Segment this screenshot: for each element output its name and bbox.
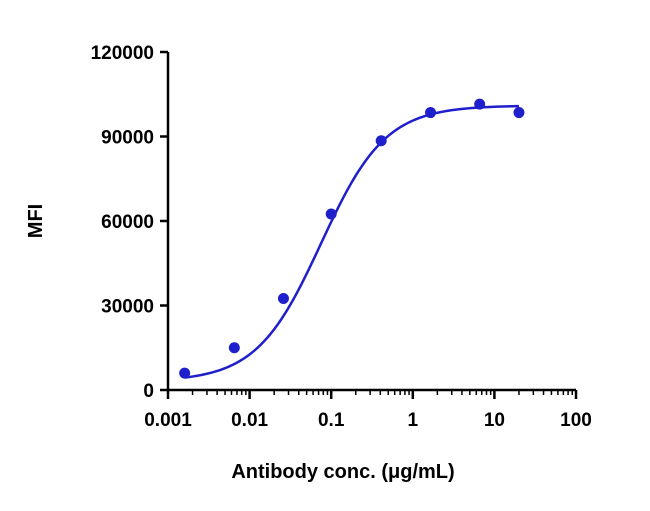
x-tick-label: 0.1 (318, 410, 345, 431)
y-ticks: 0 30000 60000 90000 120000 (91, 43, 168, 402)
data-point (425, 107, 437, 119)
data-points (179, 98, 525, 379)
data-point (375, 135, 387, 147)
data-point (325, 208, 337, 220)
y-tick-label: 0 (143, 381, 154, 402)
data-point (513, 107, 525, 119)
data-point (474, 98, 486, 110)
y-tick-label: 60000 (101, 212, 154, 233)
x-tick-label: 0.001 (144, 410, 192, 431)
x-tick-label: 100 (560, 410, 592, 431)
fit-curve (184, 104, 519, 379)
y-tick-label: 120000 (91, 43, 154, 64)
data-point (277, 292, 289, 304)
x-tick-label: 10 (484, 410, 505, 431)
y-axis-title: MFI (25, 204, 47, 238)
data-point (179, 367, 191, 379)
y-tick-label: 90000 (101, 128, 154, 149)
x-ticks: 0.001 0.01 0.1 1 10 100 (144, 390, 592, 431)
axes: 0 30000 60000 90000 120000 0.001 0.01 0.1 1 10 10… (91, 43, 592, 431)
x-axis-title: Antibody conc. (μg/mL) (231, 461, 454, 483)
data-point (228, 342, 240, 354)
x-tick-label: 1 (408, 410, 419, 431)
y-tick-label: 30000 (101, 297, 154, 318)
x-tick-label: 0.01 (231, 410, 268, 431)
